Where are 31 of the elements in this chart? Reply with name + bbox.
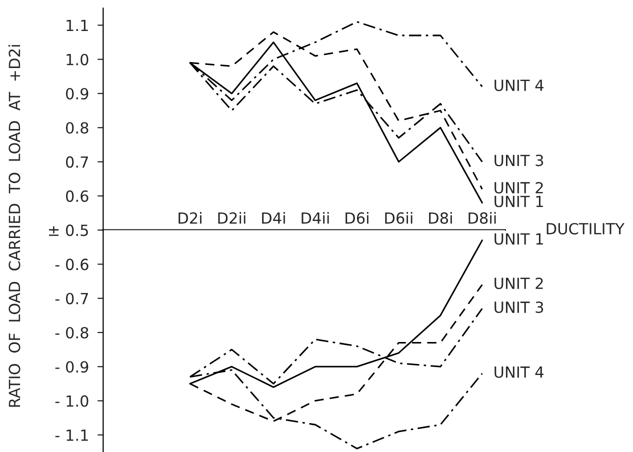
y-tick-label: 0.6 xyxy=(66,190,88,202)
series-label: UNIT 1 xyxy=(494,233,543,245)
x-tick-label: D6ii xyxy=(385,212,412,224)
series-label: UNIT 3 xyxy=(494,154,544,166)
y-tick-label: - 1.0 xyxy=(55,395,88,407)
x-tick-label: D8i xyxy=(429,212,452,224)
series-label: UNIT 1 xyxy=(494,196,543,208)
series-label: UNIT 2 xyxy=(494,278,543,290)
series-label: UNIT 4 xyxy=(494,80,544,92)
y-tick-label: - 0.8 xyxy=(55,326,88,339)
y-axis-title: RATIO OF LOAD CARRIED TO LOAD AT +D2i xyxy=(8,45,20,407)
series-label: UNIT 4 xyxy=(494,366,544,378)
series-label: UNIT 2 xyxy=(494,182,543,194)
x-tick-label: D2ii xyxy=(218,212,246,224)
y-tick-label: 0.9 xyxy=(66,88,88,100)
y-tick-label: - 0.6 xyxy=(55,258,88,270)
x-axis-title: DUCTILITY xyxy=(546,222,624,234)
y-tick-label: - 0.9 xyxy=(55,361,88,373)
x-tick-label: D8ii xyxy=(468,212,496,224)
x-tick-label: D6i xyxy=(346,212,368,224)
y-tick-label: - 0.7 xyxy=(55,292,88,304)
x-tick-label: D4i xyxy=(262,212,285,224)
y-tick-label: ± 0.5 xyxy=(48,224,88,236)
y-tick-label: 0.8 xyxy=(66,122,88,134)
y-tick-label: 0.7 xyxy=(66,156,88,168)
y-tick-label: 1.0 xyxy=(66,54,88,66)
x-tick-label: D2i xyxy=(178,212,202,224)
y-tick-label: - 1.1 xyxy=(55,430,88,441)
series-label: UNIT 3 xyxy=(494,301,544,314)
x-tick-label: D4ii xyxy=(302,212,329,224)
y-tick-label: 1.1 xyxy=(66,20,88,32)
